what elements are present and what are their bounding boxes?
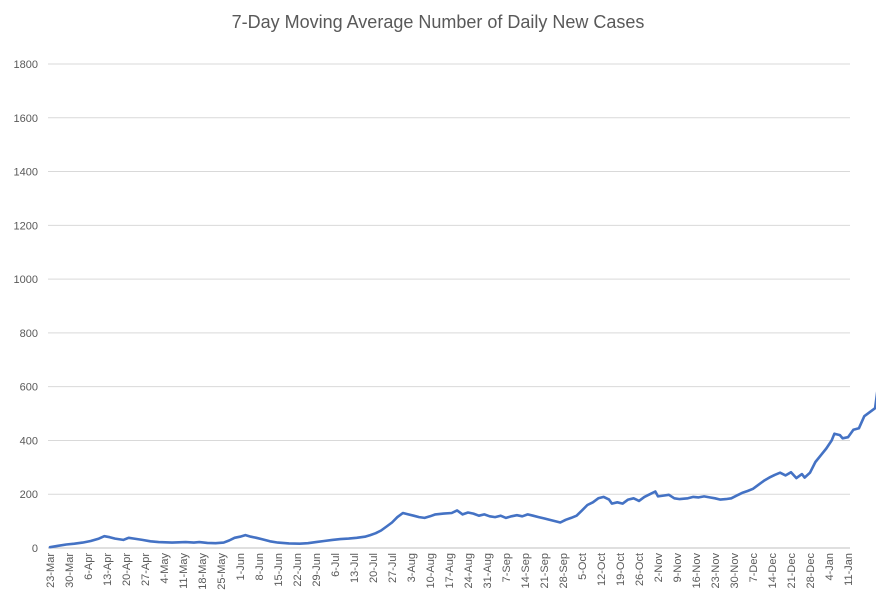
y-tick-label: 0 xyxy=(32,543,38,555)
x-tick-label: 28-Dec xyxy=(805,553,817,589)
x-tick-label: 6-Jul xyxy=(330,553,342,577)
y-tick-label: 1600 xyxy=(14,113,38,125)
y-tick-label: 1800 xyxy=(14,59,38,71)
x-tick-label: 31-Aug xyxy=(482,553,494,588)
x-tick-label: 23-Nov xyxy=(710,553,722,589)
x-tick-label: 2-Nov xyxy=(653,553,665,583)
x-tick-label: 15-Jun xyxy=(273,553,285,587)
x-tick-label: 4-May xyxy=(159,553,171,584)
x-tick-label: 18-May xyxy=(197,553,209,590)
x-tick-label: 26-Oct xyxy=(634,553,646,586)
x-tick-label: 14-Sep xyxy=(520,553,532,588)
x-tick-label: 5-Oct xyxy=(577,553,589,580)
x-tick-label: 7-Sep xyxy=(501,553,513,582)
x-tick-label: 12-Oct xyxy=(596,553,608,586)
x-tick-label: 30-Mar xyxy=(64,553,76,588)
x-tick-label: 28-Sep xyxy=(558,553,570,588)
y-tick-label: 400 xyxy=(20,435,38,447)
x-tick-label: 1-Jun xyxy=(235,553,247,581)
y-tick-label: 1200 xyxy=(14,220,38,232)
x-tick-label: 17-Aug xyxy=(444,553,456,588)
x-tick-label: 23-Mar xyxy=(45,553,57,588)
x-tick-label: 24-Aug xyxy=(463,553,475,588)
x-tick-label: 13-Jul xyxy=(349,553,361,583)
y-tick-label: 1000 xyxy=(14,274,38,286)
x-tick-label: 14-Dec xyxy=(767,553,779,589)
x-tick-label: 22-Jun xyxy=(292,553,304,587)
x-tick-label: 11-May xyxy=(178,553,190,589)
x-tick-label: 30-Nov xyxy=(729,553,741,589)
x-tick-label: 9-Nov xyxy=(672,553,684,583)
x-tick-label: 7-Dec xyxy=(748,553,760,583)
x-tick-label: 21-Dec xyxy=(786,553,798,589)
y-tick-label: 200 xyxy=(20,489,38,501)
x-tick-label: 19-Oct xyxy=(615,553,627,586)
x-tick-label: 25-May xyxy=(216,553,228,590)
x-tick-label: 20-Jul xyxy=(368,553,380,583)
x-tick-label: 27-Jul xyxy=(387,553,399,583)
x-tick-label: 3-Aug xyxy=(406,553,418,582)
x-tick-label: 29-Jun xyxy=(311,553,323,587)
series-line xyxy=(48,391,876,549)
y-tick-label: 800 xyxy=(20,328,38,340)
x-tick-label: 16-Nov xyxy=(691,553,703,589)
y-tick-label: 1400 xyxy=(14,167,38,179)
x-tick-label: 6-Apr xyxy=(83,553,95,580)
x-tick-label: 11-Jan xyxy=(843,553,855,586)
x-tick-label: 13-Apr xyxy=(102,553,114,586)
x-tick-label: 27-Apr xyxy=(140,553,152,586)
chart-title: 7-Day Moving Average Number of Daily New… xyxy=(231,12,645,32)
x-tick-label: 21-Sep xyxy=(539,553,551,588)
x-tick-label: 10-Aug xyxy=(425,553,437,588)
x-tick-label: 20-Apr xyxy=(121,553,133,586)
x-tick-label: 4-Jan xyxy=(824,553,836,581)
y-tick-label: 600 xyxy=(20,382,38,394)
x-tick-label: 8-Jun xyxy=(254,553,266,581)
